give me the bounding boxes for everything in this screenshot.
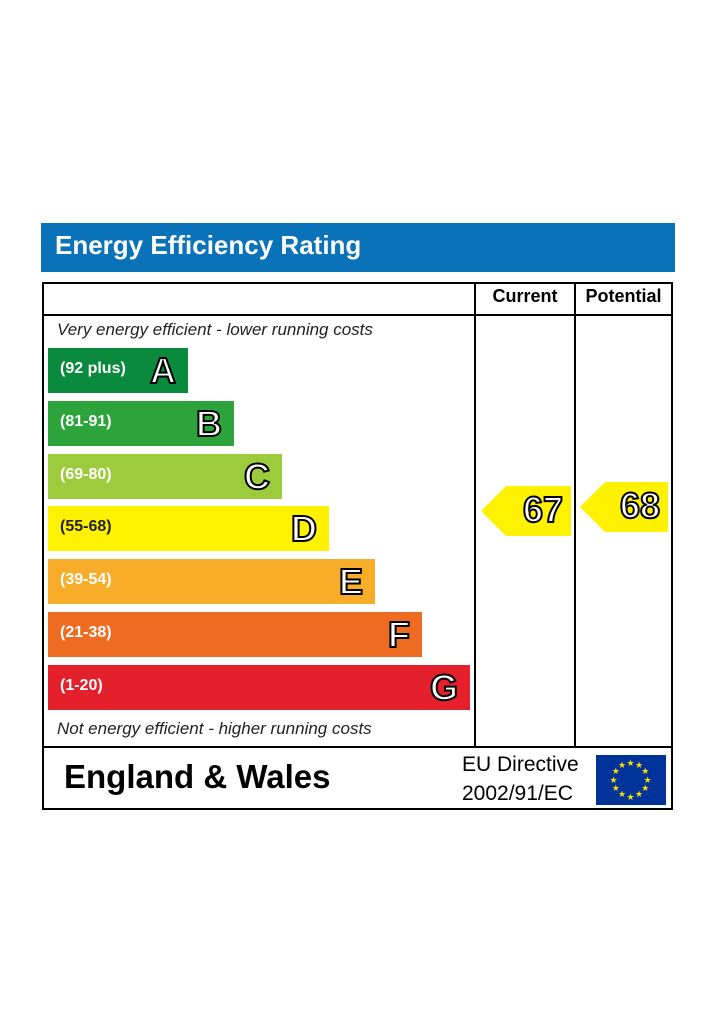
note-top: Very energy efficient - lower running co… <box>57 320 373 339</box>
divider-potential <box>574 284 576 748</box>
flag-star-icon: ★ <box>641 783 650 793</box>
current-rating-arrow-pointer <box>481 486 571 536</box>
eu-flag-icon: ★ ★ ★ ★ ★ ★ ★ ★ ★ ★ ★ ★ <box>596 755 666 805</box>
band-letter: A <box>149 349 177 392</box>
band-e: (39-54) E <box>48 559 375 604</box>
band-letter: C <box>243 455 271 498</box>
flag-star-icon: ★ <box>635 759 644 770</box>
potential-rating-arrow: 68 <box>580 482 668 532</box>
flag-star-icon: ★ <box>618 759 627 770</box>
band-letter: B <box>195 402 223 445</box>
band-range-label: (39-54) <box>60 571 112 588</box>
flag-star-icon: ★ <box>626 791 635 802</box>
column-header-current: Current <box>492 286 558 306</box>
band-letter: G <box>429 666 459 709</box>
band-range-label: (55-68) <box>60 518 112 535</box>
note-bottom: Not energy efficient - higher running co… <box>57 719 372 738</box>
band-b: (81-91) B <box>48 401 234 446</box>
band-g: (1-20) G <box>48 665 470 710</box>
band-range-label: (92 plus) <box>60 360 126 377</box>
rating-chart <box>42 282 673 810</box>
band-f: (21-38) F <box>48 612 422 657</box>
band-letter: E <box>338 560 364 603</box>
flag-star-icon: ★ <box>618 789 627 800</box>
band-d: (55-68) D <box>48 506 329 551</box>
band-range-label: (81-91) <box>60 413 112 430</box>
band-letter: D <box>290 507 318 550</box>
band-range-label: (69-80) <box>60 466 112 483</box>
flag-star-icon: ★ <box>611 783 620 793</box>
title-bar: Energy Efficiency Rating <box>41 223 675 272</box>
band-range-label: (21-38) <box>60 624 112 641</box>
flag-star-icon: ★ <box>609 774 618 785</box>
directive-line-1: EU Directive <box>462 753 579 776</box>
flag-star-icon: ★ <box>643 774 652 785</box>
potential-rating-arrow-pointer <box>580 482 668 532</box>
current-rating-arrow-shape <box>481 486 571 536</box>
flag-star-icon: ★ <box>641 766 650 776</box>
band-range-label: (1-20) <box>60 677 103 694</box>
potential-rating-arrow-value: 68 <box>619 484 661 527</box>
current-rating-arrow-value: 67 <box>522 488 564 531</box>
divider-current <box>474 284 476 748</box>
flag-star-icon: ★ <box>626 757 635 768</box>
band-letter: F <box>387 613 411 656</box>
current-rating-arrow: 67 <box>481 486 571 536</box>
band-a: (92 plus) A <box>48 348 188 393</box>
footer-divider <box>44 746 671 748</box>
flag-star-icon: ★ <box>611 766 620 776</box>
directive-line-2: 2002/91/EC <box>462 782 573 805</box>
flag-star-icon: ★ <box>635 789 644 800</box>
potential-rating-arrow-shape <box>580 482 668 532</box>
header-divider <box>44 314 671 316</box>
band-c: (69-80) C <box>48 454 282 499</box>
region-label: England & Wales <box>64 758 331 795</box>
column-header-potential: Potential <box>585 286 662 306</box>
chart-title: Energy Efficiency Rating <box>55 230 362 260</box>
